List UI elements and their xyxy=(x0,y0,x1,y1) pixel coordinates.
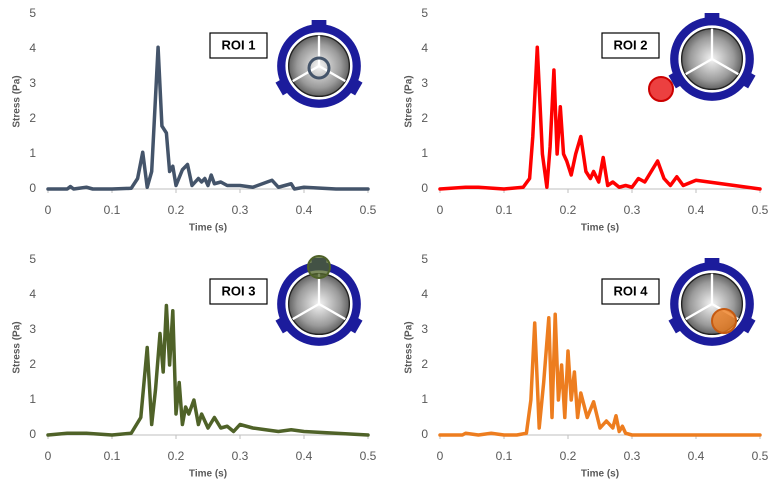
title-box xyxy=(601,278,660,305)
y-axis-label: Stress (Pa) xyxy=(404,321,415,373)
chart-title: ROI 3 xyxy=(222,283,256,298)
x-tick-label: 0.3 xyxy=(232,449,249,463)
title-box xyxy=(601,32,660,59)
x-tick-label: 0.3 xyxy=(624,449,641,463)
data-line xyxy=(46,45,370,191)
y-tick-label: 3 xyxy=(421,76,428,90)
y-tick-label: 4 xyxy=(421,287,428,301)
y-tick-label: 0 xyxy=(421,427,428,441)
x-tick-label: 0.2 xyxy=(168,449,185,463)
y-tick-label: 1 xyxy=(421,146,428,160)
x-tick-label: 0.4 xyxy=(688,449,705,463)
x-tick-label: 0.5 xyxy=(752,449,769,463)
x-tick-label: 0.1 xyxy=(496,203,513,217)
y-tick-label: 1 xyxy=(29,146,36,160)
x-tick-label: 0.2 xyxy=(560,449,577,463)
y-tick-label: 5 xyxy=(421,252,428,266)
chart-panel: 0 1 2 3 4 5 0 0.1 0.2 0.3 0.4 0.5 Time (s) Stress (Pa… xyxy=(404,6,769,233)
x-tick-label: 0.3 xyxy=(624,203,641,217)
y-tick-label: 2 xyxy=(29,111,36,125)
y-tick-label: 3 xyxy=(421,322,428,336)
x-axis-label: Time (s) xyxy=(189,223,227,234)
y-tick-label: 1 xyxy=(421,392,428,406)
x-tick-label: 0.5 xyxy=(360,203,377,217)
data-line xyxy=(46,303,370,437)
x-tick-label: 0 xyxy=(437,203,444,217)
x-tick-label: 0.2 xyxy=(168,203,185,217)
chart-panel: 0 1 2 3 4 5 0 0.1 0.2 0.3 0.4 0.5 Time (s) Stress (Pa… xyxy=(404,252,769,479)
x-tick-label: 0.5 xyxy=(752,203,769,217)
chart-panel: 0 1 2 3 4 5 0 0.1 0.2 0.3 0.4 0.5 Time (s) Stress (Pa… xyxy=(12,252,377,479)
x-tick-label: 0 xyxy=(45,203,52,217)
valve-icon xyxy=(668,258,755,342)
y-tick-label: 5 xyxy=(29,6,36,20)
chart-title: ROI 2 xyxy=(614,37,648,52)
x-tick-label: 0.1 xyxy=(104,449,121,463)
y-tick-label: 2 xyxy=(421,111,428,125)
roi-marker xyxy=(648,76,674,102)
x-axis-label: Time (s) xyxy=(189,469,227,480)
x-tick-label: 0 xyxy=(437,449,444,463)
y-tick-label: 3 xyxy=(29,322,36,336)
roi-marker xyxy=(711,308,737,334)
y-tick-label: 0 xyxy=(421,181,428,195)
valve-icon xyxy=(668,13,755,97)
x-tick-label: 0.2 xyxy=(560,203,577,217)
x-axis-label: Time (s) xyxy=(581,223,619,234)
valve-icon xyxy=(275,20,362,104)
x-tick-label: 0.1 xyxy=(104,203,121,217)
y-tick-label: 5 xyxy=(29,252,36,266)
x-tick-label: 0.4 xyxy=(296,203,313,217)
chart-title: ROI 1 xyxy=(222,37,256,52)
y-tick-label: 1 xyxy=(29,392,36,406)
y-tick-label: 2 xyxy=(421,357,428,371)
x-tick-label: 0.4 xyxy=(688,203,705,217)
data-line xyxy=(438,312,762,437)
chart-panel: 0 1 2 3 4 5 0 0.1 0.2 0.3 0.4 0.5 Time (s) Stress (Pa… xyxy=(12,6,377,233)
title-box xyxy=(209,278,268,305)
y-tick-label: 4 xyxy=(29,287,36,301)
y-axis-label: Stress (Pa) xyxy=(404,75,415,127)
y-tick-label: 3 xyxy=(29,76,36,90)
y-tick-label: 2 xyxy=(29,357,36,371)
x-tick-label: 0.3 xyxy=(232,203,249,217)
roi-marker xyxy=(307,56,331,80)
y-tick-label: 0 xyxy=(29,427,36,441)
data-line xyxy=(438,45,762,191)
x-tick-label: 0.5 xyxy=(360,449,377,463)
x-tick-label: 0.4 xyxy=(296,449,313,463)
y-tick-label: 4 xyxy=(29,41,36,55)
y-tick-label: 4 xyxy=(421,41,428,55)
chart-title: ROI 4 xyxy=(614,283,649,298)
valve-icons xyxy=(275,13,755,342)
y-axis-label: Stress (Pa) xyxy=(12,321,23,373)
x-tick-label: 0 xyxy=(45,449,52,463)
title-box xyxy=(209,32,268,59)
y-tick-label: 0 xyxy=(29,181,36,195)
y-axis-label: Stress (Pa) xyxy=(12,75,23,127)
x-tick-label: 0.1 xyxy=(496,449,513,463)
roi-marker xyxy=(307,255,331,279)
y-tick-label: 5 xyxy=(421,6,428,20)
x-axis-label: Time (s) xyxy=(581,469,619,480)
